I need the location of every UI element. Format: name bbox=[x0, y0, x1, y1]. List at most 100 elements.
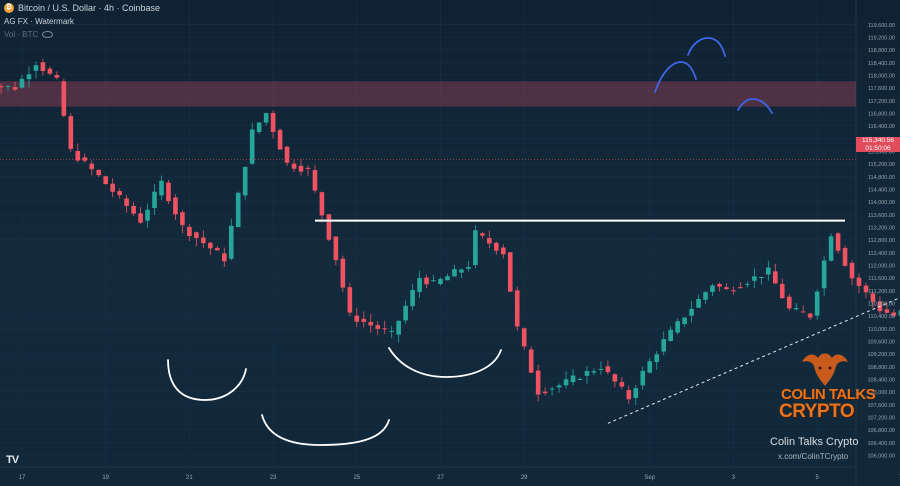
price-tick-label: 118,000.00 bbox=[868, 73, 895, 79]
candle-body bbox=[249, 129, 255, 164]
candle-body bbox=[779, 283, 785, 299]
candle-body bbox=[863, 285, 869, 293]
eye-icon[interactable] bbox=[42, 31, 54, 38]
price-tick-label: 106,400.00 bbox=[867, 441, 895, 447]
time-tick-label: 5 bbox=[815, 475, 819, 481]
bull-logo-icon bbox=[802, 353, 848, 386]
candle-body bbox=[494, 242, 499, 251]
head-arc-top bbox=[687, 37, 726, 57]
price-tick-label: 107,600.00 bbox=[867, 403, 895, 409]
candle-body bbox=[591, 371, 597, 373]
candle-body bbox=[856, 277, 862, 286]
time-tick-label: 17 bbox=[19, 475, 26, 481]
candle-body bbox=[410, 290, 415, 307]
candle-body bbox=[466, 267, 471, 269]
candle-body bbox=[814, 291, 820, 316]
candle-body bbox=[256, 122, 262, 132]
candle-body bbox=[766, 267, 771, 275]
candle-body bbox=[431, 280, 436, 282]
candle-body bbox=[773, 271, 778, 284]
candle-body bbox=[19, 78, 25, 88]
candle-body bbox=[333, 236, 339, 261]
candle-body bbox=[61, 81, 67, 116]
candle-body bbox=[675, 321, 680, 333]
candle-body bbox=[89, 163, 95, 170]
candle-body bbox=[228, 225, 234, 259]
price-tick-label: 109,600.00 bbox=[867, 339, 895, 345]
price-tick-label: 112,400.00 bbox=[868, 251, 895, 257]
candle-body bbox=[731, 290, 736, 292]
candle-body bbox=[647, 361, 653, 373]
candle-body bbox=[312, 169, 318, 191]
candle-body bbox=[40, 62, 46, 72]
candle-body bbox=[417, 278, 422, 292]
candle-body bbox=[382, 328, 387, 330]
candle-body bbox=[201, 237, 206, 244]
price-tick-label: 114,800.00 bbox=[868, 175, 895, 181]
candle-body bbox=[305, 167, 311, 169]
candle-body bbox=[221, 253, 227, 262]
indicator-label[interactable]: AG FX · Watermark bbox=[4, 17, 74, 26]
price-tick-label: 115,200.00 bbox=[868, 162, 895, 168]
candle-body bbox=[640, 370, 646, 386]
inverse-head-and-shoulders-arcs bbox=[167, 347, 502, 446]
volume-indicator[interactable]: Vol · BTC bbox=[4, 30, 54, 39]
candle-body bbox=[340, 258, 346, 288]
candle-body bbox=[403, 305, 408, 321]
candle-body bbox=[47, 68, 53, 74]
candle-body bbox=[215, 248, 220, 251]
candle-body bbox=[507, 252, 513, 292]
candle-body bbox=[884, 309, 890, 313]
head-and-shoulders-arcs bbox=[654, 37, 773, 114]
candle-body bbox=[152, 191, 157, 208]
candle-body bbox=[145, 209, 150, 221]
left-shoulder-arc-top bbox=[654, 61, 697, 93]
candle-body bbox=[514, 290, 520, 327]
candle-body bbox=[445, 276, 450, 281]
candle-body bbox=[375, 325, 381, 329]
candle-body bbox=[291, 163, 297, 169]
candle-body bbox=[110, 183, 115, 192]
candle-body bbox=[807, 313, 813, 318]
candle-body bbox=[68, 116, 74, 149]
time-tick-label: 27 bbox=[437, 475, 444, 481]
candle-body bbox=[521, 328, 527, 347]
candle-body bbox=[710, 285, 715, 292]
candle-body bbox=[717, 283, 722, 287]
price-tick-label: 114,000.00 bbox=[868, 200, 895, 206]
candle-body bbox=[33, 65, 39, 71]
candle-body bbox=[75, 150, 81, 161]
candle-body bbox=[12, 87, 18, 90]
price-tick-label: 119,200.00 bbox=[868, 35, 895, 41]
candle-body bbox=[452, 269, 457, 277]
candle-body bbox=[500, 247, 506, 255]
time-axis[interactable]: 17192123252729Sep35791113151719212325 bbox=[19, 475, 900, 481]
candle-body bbox=[891, 312, 897, 316]
resistance-zone bbox=[0, 81, 856, 107]
candle-body bbox=[898, 310, 900, 316]
candle-body bbox=[347, 287, 353, 313]
candle-body bbox=[389, 330, 394, 332]
price-tick-label: 109,200.00 bbox=[867, 352, 895, 358]
volume-label: Vol · BTC bbox=[4, 30, 39, 39]
price-tick-label: 115,600.00 bbox=[868, 149, 895, 155]
price-tick-label: 113,600.00 bbox=[868, 213, 895, 219]
price-tick-label: 107,200.00 bbox=[867, 415, 895, 421]
tradingview-logo[interactable]: TV bbox=[6, 454, 19, 466]
candle-body bbox=[738, 287, 743, 289]
price-tick-label: 110,800.00 bbox=[868, 301, 895, 307]
candle-body bbox=[277, 129, 283, 150]
candle-body bbox=[396, 320, 401, 335]
candle-body bbox=[208, 242, 213, 249]
price-tick-label: 116,800.00 bbox=[868, 111, 895, 117]
candle-body bbox=[626, 390, 632, 400]
symbol-title: Bitcoin / U.S. Dollar · 4h · Coinbase bbox=[18, 3, 161, 13]
candle-body bbox=[235, 192, 241, 227]
bitcoin-icon: ₿ bbox=[4, 3, 14, 13]
left-shoulder-arc bbox=[167, 359, 247, 401]
candle-body bbox=[242, 166, 248, 196]
candle-body bbox=[668, 329, 673, 341]
symbol-header[interactable]: ₿ Bitcoin / U.S. Dollar · 4h · Coinbase bbox=[4, 3, 160, 13]
candle-body bbox=[786, 296, 792, 309]
time-tick-label: Sep bbox=[644, 475, 655, 481]
